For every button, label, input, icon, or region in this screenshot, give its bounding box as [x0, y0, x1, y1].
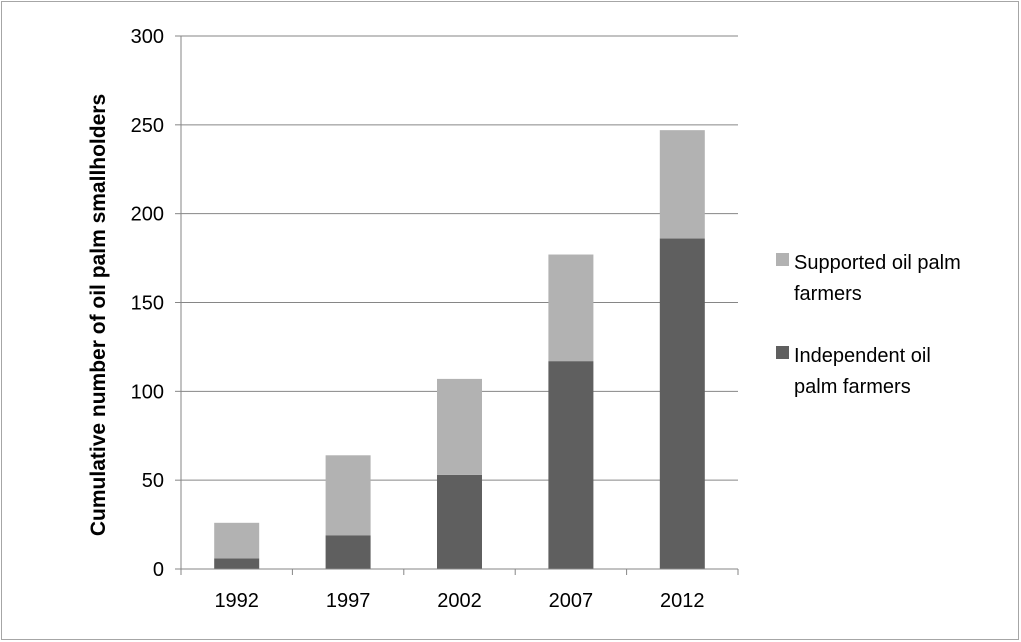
bar-supported-2007 — [548, 254, 594, 362]
y-tick-label: 200 — [131, 204, 164, 226]
x-tick-label: 2002 — [437, 590, 482, 612]
y-tick-label: 300 — [131, 26, 164, 48]
x-tick-label: 1997 — [326, 590, 371, 612]
bar-independent-2007 — [548, 361, 594, 569]
bar-supported-2002 — [437, 378, 482, 475]
bars — [214, 130, 705, 570]
y-tick-label: 150 — [131, 293, 164, 315]
y-tick-label: 250 — [131, 115, 164, 137]
legend-label: palm farmers — [794, 376, 911, 398]
x-tick-labels: 1992 1997 2002 2007 2012 — [214, 590, 704, 612]
x-tick-label: 2007 — [549, 590, 594, 612]
bar-independent-1997 — [325, 535, 371, 569]
y-tick-label: 50 — [142, 470, 164, 492]
bar-independent-2012 — [659, 238, 705, 570]
legend-label: farmers — [794, 283, 862, 305]
bar-supported-2012 — [659, 130, 705, 239]
legend: Supported oil palm farmers Independent oil… — [776, 252, 961, 398]
legend-swatch — [776, 346, 789, 359]
x-tick-label: 1992 — [214, 590, 259, 612]
bar-supported-1992 — [214, 522, 260, 559]
gridlines — [181, 35, 738, 481]
legend-label: Independent oil — [794, 345, 931, 367]
legend-swatch — [776, 253, 789, 266]
bar-independent-1992 — [214, 558, 260, 569]
y-tick-label: 100 — [131, 381, 164, 403]
legend-label: Supported oil palm — [794, 252, 961, 274]
y-tick-label: 0 — [153, 559, 164, 581]
x-tick-label: 2012 — [660, 590, 705, 612]
y-tick-labels: 0 50 100 150 200 250 300 — [131, 26, 164, 581]
bar-independent-2002 — [437, 474, 482, 569]
bar-supported-1997 — [325, 455, 371, 536]
y-axis-title: Cumulative number of oil palm smallholde… — [87, 94, 110, 536]
axes — [175, 35, 739, 575]
